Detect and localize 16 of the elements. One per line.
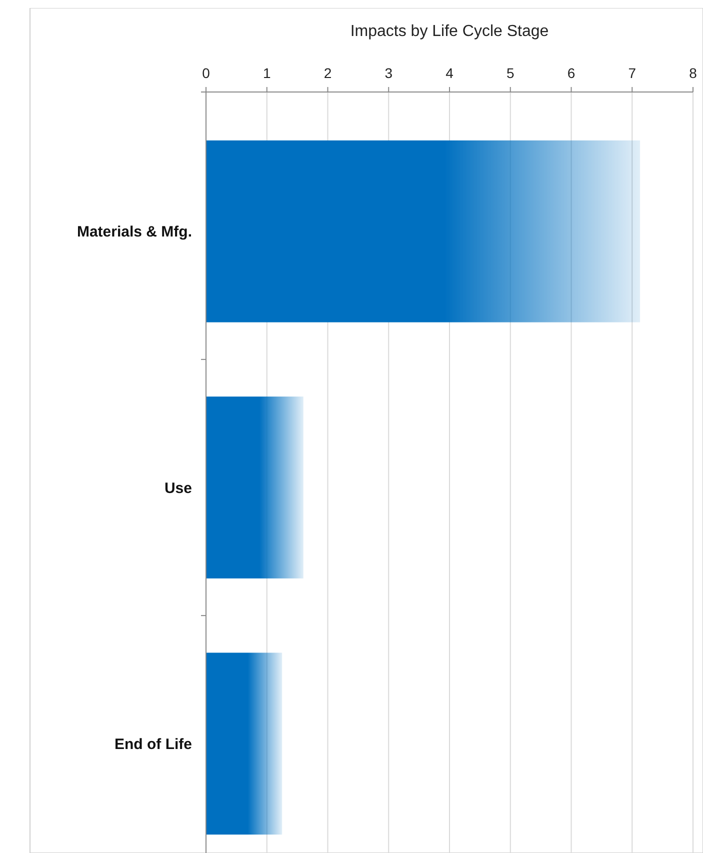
y-tick-label: End of Life [114, 736, 192, 753]
x-tick-label: 3 [384, 65, 393, 81]
bar [206, 652, 282, 835]
x-tick-label: 2 [324, 65, 332, 81]
x-tick-label: 0 [202, 65, 210, 81]
bar [206, 396, 304, 578]
chart-title: Impacts by Life Cycle Stage [350, 23, 549, 40]
x-tick-label: 5 [506, 65, 514, 81]
x-tick-label: 8 [689, 65, 698, 81]
x-tick-label: 7 [628, 65, 636, 81]
y-tick-label: Use [164, 480, 192, 497]
x-tick-label: 6 [567, 65, 576, 81]
bar [206, 140, 640, 322]
x-tick-label: 4 [446, 65, 454, 81]
y-tick-label: Materials & Mfg. [76, 224, 192, 241]
x-tick-label: 1 [262, 65, 271, 81]
